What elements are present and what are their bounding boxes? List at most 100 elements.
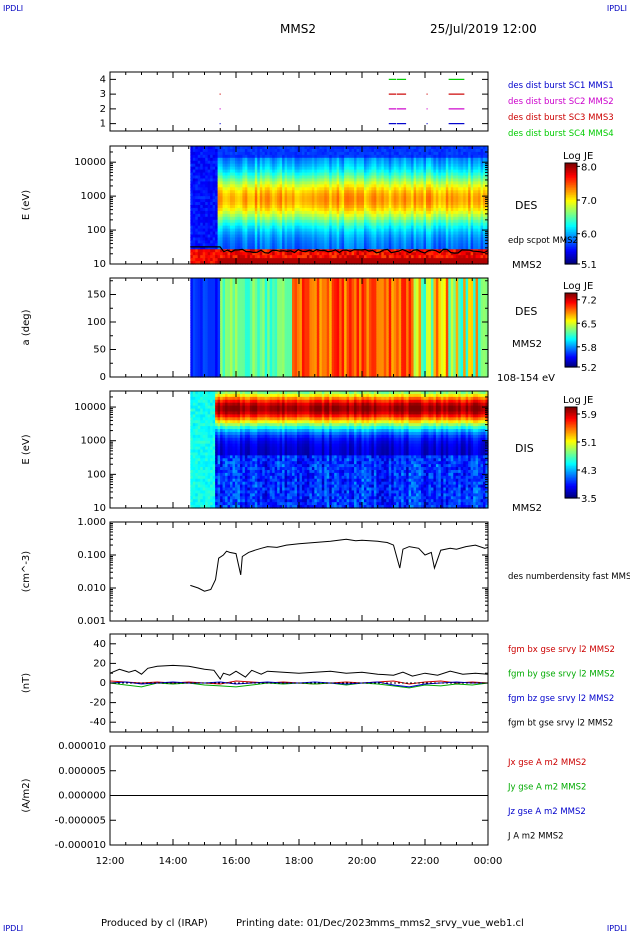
- des-energy-pixel: [478, 154, 482, 159]
- des-energy-pixel: [329, 240, 333, 244]
- des-energy-pixel: [324, 196, 328, 200]
- des-energy-pixel: [453, 213, 457, 218]
- des-energy-pixel: [473, 193, 477, 197]
- des-energy-pixel: [356, 228, 360, 233]
- des-energy-pixel: [363, 252, 368, 256]
- des-pitch-pixel: [190, 295, 194, 299]
- des-energy-pixel: [269, 205, 273, 209]
- des-energy-pixel: [363, 175, 368, 180]
- des-energy-pixel: [234, 178, 239, 182]
- des-energy-pixel: [463, 187, 467, 191]
- des-energy-pixel: [242, 175, 246, 180]
- des-pitch-pixel: [197, 295, 201, 299]
- colorbar-des-energy-cell: [565, 225, 577, 228]
- des-energy-pixel: [324, 169, 328, 174]
- des-energy-pixel: [435, 213, 439, 218]
- des-energy-pixel: [326, 237, 330, 241]
- des-energy-pixel: [366, 228, 370, 233]
- des-energy-pixel: [336, 234, 340, 239]
- des-energy-pixel: [371, 172, 375, 177]
- des-energy-pixel: [242, 207, 246, 212]
- des-energy-pixel: [366, 166, 370, 171]
- des-energy-pixel: [425, 231, 430, 236]
- des-energy-pixel: [287, 261, 291, 265]
- des-energy-pixel: [428, 190, 432, 194]
- des-energy-pixel: [371, 246, 375, 250]
- des-energy-pixel: [465, 187, 469, 191]
- des-energy-pixel: [324, 181, 328, 185]
- des-energy-pixel: [212, 151, 216, 156]
- des-energy-pixel: [425, 151, 430, 156]
- des-energy-pixel: [391, 151, 395, 156]
- des-energy-pixel: [319, 184, 323, 188]
- des-energy-pixel: [210, 205, 214, 209]
- des-energy-pixel: [319, 252, 323, 256]
- des-energy-pixel: [252, 187, 256, 191]
- des-energy-pixel: [468, 187, 472, 191]
- des-energy-pixel: [319, 216, 323, 221]
- des-energy-pixel: [408, 228, 412, 233]
- des-energy-pixel: [259, 154, 263, 159]
- des-energy-pixel: [339, 199, 343, 203]
- des-energy-pixel: [421, 148, 425, 153]
- des-energy-pixel: [416, 199, 420, 203]
- des-energy-pixel: [371, 178, 375, 182]
- des-energy-pixel: [421, 216, 425, 221]
- des-energy-pixel: [306, 234, 310, 239]
- des-energy-pixel: [319, 261, 323, 265]
- des-energy-pixel: [478, 202, 482, 206]
- des-energy-pixel: [284, 181, 288, 185]
- des-energy-pixel: [455, 213, 459, 218]
- des-energy-pixel: [292, 205, 296, 209]
- des-energy-pixel: [301, 219, 306, 224]
- des-energy-pixel: [272, 252, 276, 256]
- des-energy-pixel: [413, 148, 417, 153]
- des-energy-pixel: [393, 178, 397, 182]
- des-energy-pixel: [301, 205, 306, 209]
- des-energy-pixel: [331, 258, 335, 262]
- des-energy-pixel: [460, 190, 464, 194]
- des-energy-pixel: [336, 246, 340, 250]
- des-pitch-pixel: [192, 292, 196, 296]
- des-energy-pixel: [277, 148, 281, 153]
- des-energy-pixel: [421, 261, 425, 265]
- des-energy-pixel: [354, 190, 358, 194]
- des-energy-pixel: [386, 261, 390, 265]
- des-energy-pixel: [202, 178, 206, 182]
- des-energy-pixel: [344, 151, 348, 156]
- des-energy-pixel: [396, 169, 400, 174]
- des-energy-pixel: [349, 166, 353, 171]
- des-energy-pixel: [368, 210, 373, 215]
- des-energy-pixel: [192, 146, 196, 150]
- des-energy-pixel: [277, 237, 281, 241]
- des-energy-pixel: [202, 255, 206, 259]
- des-energy-pixel: [465, 175, 469, 180]
- des-energy-pixel: [190, 190, 194, 194]
- des-energy-pixel: [453, 252, 457, 256]
- des-energy-pixel: [225, 196, 229, 200]
- des-energy-pixel: [299, 178, 303, 182]
- des-energy-pixel: [440, 154, 444, 159]
- des-energy-pixel: [478, 225, 482, 230]
- des-energy-pixel: [247, 213, 251, 218]
- des-pitch-pixel: [190, 320, 194, 324]
- des-energy-pixel: [396, 213, 400, 218]
- des-energy-pixel: [450, 219, 454, 224]
- des-energy-pixel: [309, 255, 313, 259]
- des-energy-pixel: [195, 187, 199, 191]
- des-energy-pixel: [212, 148, 216, 153]
- des-energy-pixel: [383, 193, 387, 197]
- des-energy-pixel: [438, 184, 442, 188]
- des-energy-pixel: [319, 172, 323, 177]
- des-energy-pixel: [406, 228, 410, 233]
- des-energy-pixel: [483, 154, 487, 159]
- des-energy-pixel: [289, 187, 293, 191]
- des-energy-pixel: [247, 222, 251, 227]
- des-energy-pixel: [326, 243, 330, 247]
- des-energy-pixel: [413, 178, 417, 182]
- des-energy-pixel: [418, 163, 422, 168]
- des-energy-pixel: [336, 202, 340, 206]
- des-energy-pixel: [475, 225, 479, 230]
- des-energy-pixel: [403, 163, 407, 168]
- des-energy-pixel: [418, 146, 422, 150]
